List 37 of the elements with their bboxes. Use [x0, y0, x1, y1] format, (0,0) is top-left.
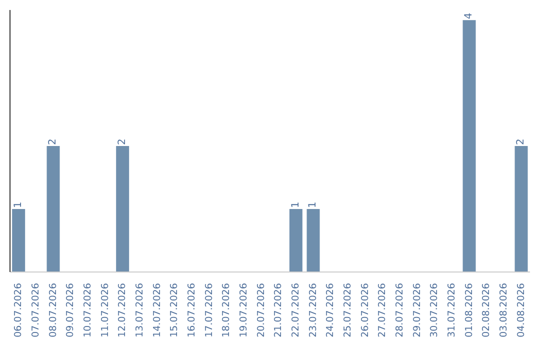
- x-tick-label: 29.07.2026: [412, 283, 423, 338]
- x-tick-label: 14.07.2026: [152, 283, 163, 338]
- x-tick-label: 25.07.2026: [342, 283, 354, 338]
- x-tick-label: 18.07.2026: [221, 283, 232, 338]
- x-tick-label: 31.07.2026: [446, 283, 458, 338]
- x-tick-label: 09.07.2026: [65, 283, 76, 338]
- data-label: 1: [13, 202, 24, 208]
- x-tick-label: 06.07.2026: [13, 283, 24, 338]
- x-tick-label: 02.08.2026: [481, 283, 492, 338]
- x-tick-label: 16.07.2026: [186, 283, 198, 338]
- x-tick-label: 08.07.2026: [48, 283, 59, 338]
- x-tick-label: 26.07.2026: [360, 283, 371, 338]
- x-tick-label: 24.07.2026: [325, 283, 336, 338]
- x-tick-label: 15.07.2026: [169, 283, 180, 338]
- x-tick-label: 30.07.2026: [429, 283, 440, 338]
- x-tick-label: 19.07.2026: [238, 283, 250, 338]
- data-label: 4: [464, 12, 475, 20]
- data-label: 1: [308, 202, 319, 208]
- data-label: 2: [516, 138, 527, 146]
- x-tick-label: 13.07.2026: [134, 283, 146, 338]
- x-tick-label: 04.08.2026: [516, 283, 527, 338]
- data-label: 2: [48, 138, 59, 146]
- x-tick-label: 11.07.2026: [100, 283, 111, 338]
- x-tick-label: 12.07.2026: [117, 283, 128, 338]
- x-tick-label: 01.08.2026: [464, 283, 475, 338]
- x-tick-label: 28.07.2026: [394, 283, 406, 338]
- x-tick-label: 10.07.2026: [82, 283, 94, 338]
- data-label: 1: [290, 202, 302, 208]
- data-label: 2: [117, 138, 128, 146]
- x-tick-label: 27.07.2026: [377, 283, 388, 338]
- x-tick-label: 21.07.2026: [273, 283, 284, 338]
- x-tick-label: 03.08.2026: [498, 283, 510, 338]
- x-tick-label: 20.07.2026: [256, 283, 267, 338]
- x-tick-label: 17.07.2026: [204, 283, 215, 338]
- x-tick-label: 22.07.2026: [290, 283, 302, 338]
- x-tick-label: 07.07.2026: [30, 283, 42, 338]
- x-tick-label: 23.07.2026: [308, 283, 319, 338]
